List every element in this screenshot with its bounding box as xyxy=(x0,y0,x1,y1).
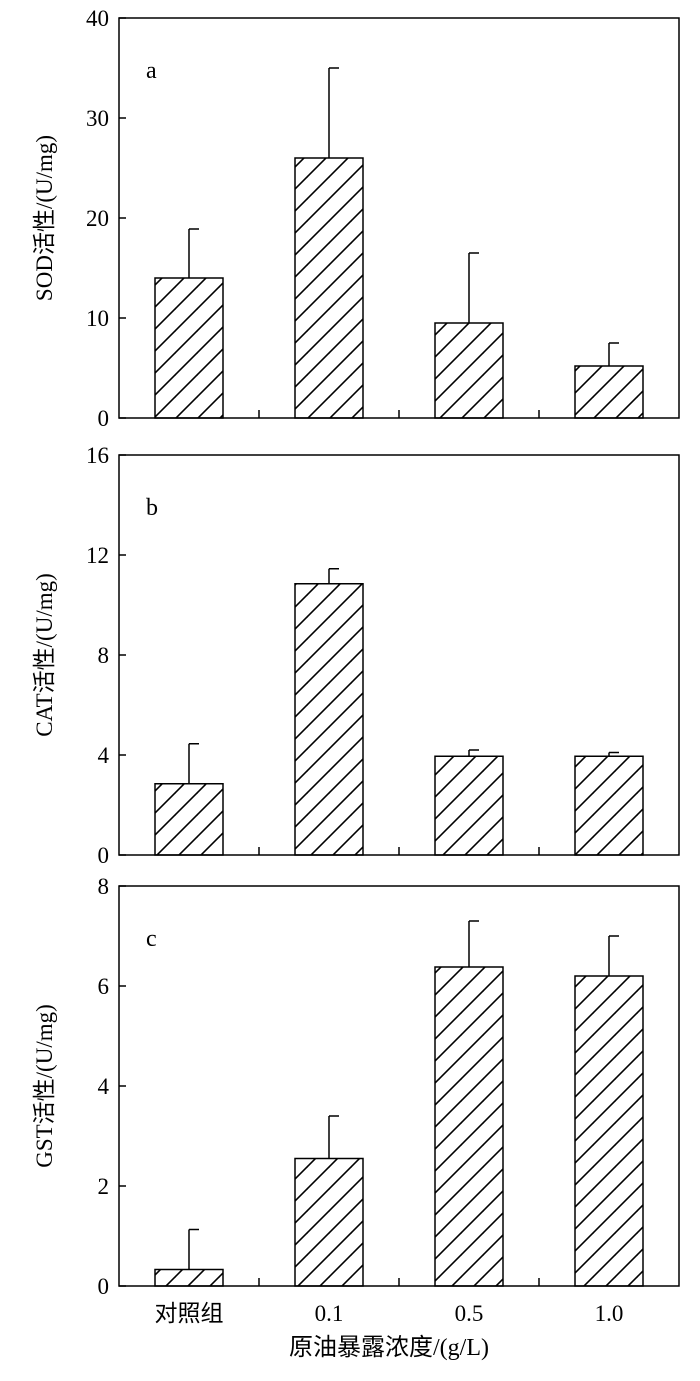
y-axis-label: CAT活性/(U/mg) xyxy=(32,573,57,737)
bar xyxy=(434,966,504,1287)
x-tick-label: 对照组 xyxy=(155,1301,224,1326)
y-axis-label: GST活性/(U/mg) xyxy=(32,1004,57,1168)
bar xyxy=(294,157,364,419)
panel-label: c xyxy=(146,926,157,952)
y-tick-label: 8 xyxy=(98,643,110,668)
y-tick-label: 0 xyxy=(98,843,110,868)
x-tick-label: 0.5 xyxy=(455,1301,484,1326)
y-tick-label: 0 xyxy=(98,1274,110,1299)
y-tick-label: 20 xyxy=(86,206,109,231)
y-tick-label: 6 xyxy=(98,974,110,999)
y-tick-label: 4 xyxy=(98,1074,110,1099)
y-tick-label: 2 xyxy=(98,1174,110,1199)
y-tick-label: 12 xyxy=(86,543,109,568)
bar xyxy=(574,755,644,856)
y-tick-label: 30 xyxy=(86,106,109,131)
bar xyxy=(294,583,364,856)
y-tick-label: 4 xyxy=(98,743,110,768)
y-tick-label: 10 xyxy=(86,306,109,331)
y-tick-label: 0 xyxy=(98,406,110,431)
y-tick-label: 16 xyxy=(86,443,109,468)
panel-b: 0 4 8 12 16 b CAT活性/(U/mg) xyxy=(32,443,680,868)
y-tick-label: 40 xyxy=(86,6,109,31)
bar xyxy=(434,322,504,419)
panel-a: 0 10 20 30 40 a SOD活性/(U/mg) xyxy=(32,6,680,431)
panel-label: b xyxy=(146,495,158,521)
panel-c: 0 2 4 6 8 对照组 0.1 0.5 1.0 c GST活性/(U/mg) xyxy=(32,874,680,1326)
panel-label: a xyxy=(146,58,157,84)
bar xyxy=(154,1268,224,1287)
y-tick-label: 8 xyxy=(98,874,110,899)
bar xyxy=(154,783,224,856)
bar xyxy=(294,1157,364,1287)
bar xyxy=(434,755,504,856)
x-tick-label: 1.0 xyxy=(595,1301,624,1326)
x-tick-label: 0.1 xyxy=(315,1301,344,1326)
bar xyxy=(574,975,644,1287)
y-axis-label: SOD活性/(U/mg) xyxy=(32,135,57,301)
x-axis-title: 原油暴露浓度/(g/L) xyxy=(289,1334,489,1361)
bar xyxy=(154,277,224,419)
bar xyxy=(574,365,644,419)
